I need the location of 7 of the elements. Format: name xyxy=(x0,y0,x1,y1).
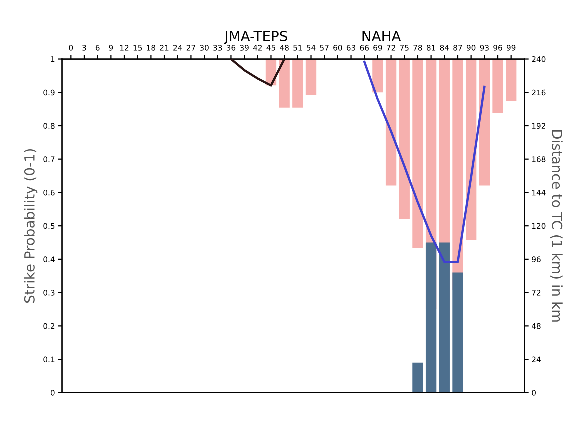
chart-title: JMA-TEPS xyxy=(224,31,288,44)
y-axis-title: Strike Probability (0-1) xyxy=(24,149,38,304)
chart-subtitle: NAHA xyxy=(362,31,402,42)
bar xyxy=(412,362,424,393)
line-series xyxy=(364,60,486,264)
y2-axis-title: Distance to TC (1 km) in km xyxy=(550,130,563,322)
line-series xyxy=(230,59,286,87)
